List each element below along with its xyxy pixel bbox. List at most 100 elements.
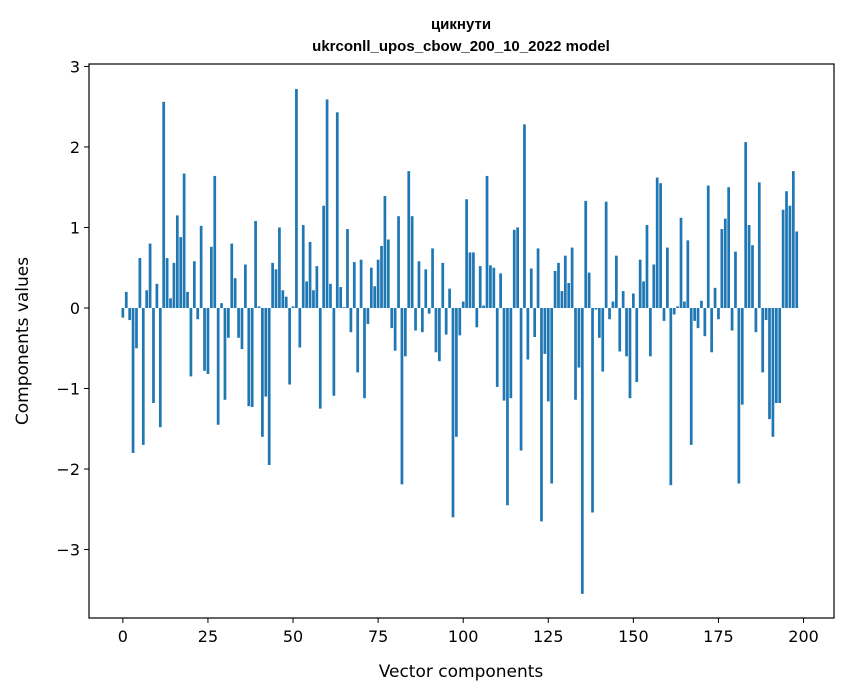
bar-component-59 (322, 205, 326, 308)
bar-component-119 (526, 307, 530, 360)
bar-component-127 (553, 270, 557, 308)
bar-component-25 (206, 307, 210, 375)
bar-component-44 (271, 262, 274, 308)
bar-component-74 (373, 286, 377, 308)
bar-component-70 (359, 259, 363, 308)
bar-component-14 (169, 298, 172, 308)
bar-component-56 (312, 290, 315, 308)
bar-component-175 (717, 307, 720, 320)
bar-component-58 (318, 307, 322, 409)
bar-component-131 (567, 283, 571, 308)
bar-component-122 (536, 248, 540, 308)
bar-component-96 (448, 288, 451, 308)
chart-title-line1: цикнути (431, 16, 491, 33)
bar-component-12 (162, 101, 166, 308)
bar-component-146 (618, 307, 622, 352)
bar-component-3 (131, 307, 135, 453)
bar-component-184 (747, 225, 751, 308)
bar-component-197 (791, 171, 795, 308)
bar-component-193 (778, 307, 782, 404)
bar-component-75 (376, 259, 380, 308)
bar-component-106 (482, 305, 485, 308)
bar-component-142 (604, 201, 608, 308)
bar-component-179 (730, 307, 734, 331)
bar-component-83 (403, 307, 407, 357)
bar-component-6 (141, 307, 145, 445)
bar-component-33 (233, 278, 237, 308)
bar-component-170 (700, 300, 703, 308)
bar-component-77 (383, 196, 387, 308)
bar-component-20 (189, 307, 193, 377)
y-axis-label: Components values (13, 257, 33, 425)
y-tick-label: 3 (70, 57, 80, 76)
bar-component-198 (795, 231, 799, 308)
bar-component-163 (676, 306, 679, 308)
bar-component-9 (152, 307, 155, 404)
bar-component-168 (693, 307, 696, 321)
bar-component-38 (250, 307, 254, 408)
bar-component-50 (291, 306, 295, 308)
bar-component-99 (458, 307, 462, 336)
bar-component-120 (529, 268, 533, 308)
bar-component-108 (489, 265, 492, 308)
bar-component-152 (638, 259, 642, 308)
bar-component-167 (689, 307, 693, 445)
bar-component-112 (502, 307, 506, 401)
y-tick-label: −3 (56, 541, 80, 560)
bar-component-153 (642, 281, 645, 308)
bar-component-31 (227, 307, 230, 338)
x-axis-label: Vector components (379, 662, 544, 682)
bar-component-158 (659, 183, 662, 308)
bar-component-103 (472, 252, 475, 308)
bar-component-117 (519, 307, 523, 451)
bar-component-41 (261, 307, 264, 437)
bar-component-111 (499, 273, 502, 308)
bar-component-23 (199, 225, 203, 308)
bar-component-22 (196, 307, 200, 320)
y-axis-ticks: −3 −2 −1 0 1 2 3 (56, 57, 89, 560)
bar-component-93 (438, 307, 441, 362)
bar-component-98 (455, 307, 458, 437)
bar-component-53 (301, 225, 305, 308)
x-tick-label: 25 (198, 627, 218, 646)
bar-component-16 (175, 215, 179, 308)
y-tick-label: −1 (56, 380, 80, 399)
bar-component-68 (352, 262, 356, 308)
bar-component-84 (407, 171, 411, 308)
bar-component-90 (427, 307, 431, 314)
bar-component-78 (386, 239, 390, 308)
bar-component-171 (703, 307, 707, 337)
bar-component-27 (213, 175, 217, 308)
bar-component-51 (295, 88, 298, 308)
bar-component-11 (158, 307, 162, 428)
bar-component-91 (431, 248, 434, 308)
x-tick-label: 200 (788, 627, 819, 646)
bar-component-21 (192, 261, 196, 308)
bar-component-123 (540, 307, 543, 522)
bar-component-67 (349, 307, 353, 333)
bar-component-7 (145, 290, 149, 308)
bar-component-178 (727, 187, 731, 308)
bar-component-37 (247, 307, 251, 407)
bar-component-180 (734, 251, 737, 308)
bar-component-157 (655, 177, 659, 308)
bar-component-140 (597, 307, 601, 338)
bar-component-107 (485, 175, 489, 308)
bar-component-82 (400, 307, 404, 485)
x-tick-label: 75 (368, 627, 388, 646)
bar-component-115 (512, 229, 516, 308)
bar-component-88 (421, 307, 424, 333)
bar-component-165 (683, 301, 686, 308)
bar-component-182 (740, 307, 744, 405)
bar-component-155 (649, 307, 652, 357)
bar-component-32 (230, 243, 234, 308)
bar-component-46 (278, 227, 281, 308)
bar-component-149 (628, 307, 632, 399)
bar-component-129 (560, 291, 564, 308)
bar-component-100 (461, 301, 465, 308)
bar-component-181 (737, 307, 741, 484)
bar-component-134 (577, 307, 581, 368)
bar-component-138 (591, 307, 594, 513)
bar-component-60 (325, 99, 329, 308)
